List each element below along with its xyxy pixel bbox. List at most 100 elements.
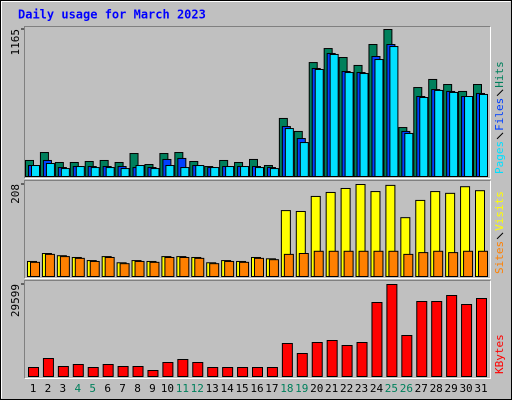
bar	[194, 257, 205, 278]
bar	[134, 260, 145, 278]
bar	[296, 352, 308, 378]
bar	[374, 59, 384, 178]
bar	[72, 363, 84, 377]
bar	[314, 68, 324, 177]
x-tick-label: 16	[250, 382, 263, 395]
panel-bevel	[24, 26, 491, 179]
bar	[344, 72, 354, 177]
legend-separator	[496, 89, 504, 97]
bar	[373, 250, 384, 278]
x-tick-label: 26	[400, 382, 413, 395]
bar	[326, 340, 338, 377]
y-tick-label: 208	[9, 184, 22, 204]
x-tick-label: 23	[355, 382, 368, 395]
bar	[28, 366, 39, 378]
bar	[180, 167, 190, 177]
bar	[371, 301, 383, 377]
bar	[449, 91, 459, 177]
bar	[269, 168, 279, 177]
bar	[177, 359, 189, 378]
bar	[448, 252, 459, 278]
x-tick-label: 22	[340, 382, 353, 395]
bar	[419, 97, 429, 177]
bar	[149, 261, 160, 278]
bar	[60, 168, 70, 177]
bar	[252, 366, 263, 378]
x-tick-label: 11	[176, 382, 189, 395]
x-tick-label: 20	[310, 382, 323, 395]
bar	[299, 142, 309, 177]
bar	[239, 261, 250, 278]
legend-label: Pages	[493, 141, 506, 174]
panel-bevel	[24, 280, 491, 379]
x-tick-label: 21	[325, 382, 338, 395]
x-tick-label: 3	[60, 382, 67, 395]
bar	[150, 168, 160, 177]
x-tick-label: 9	[149, 382, 156, 395]
bar	[356, 341, 368, 378]
bar	[237, 366, 249, 378]
x-tick-label: 6	[104, 382, 111, 395]
x-tick-label: 5	[89, 382, 96, 395]
bar	[75, 166, 85, 177]
bar	[284, 128, 294, 177]
x-tick-label: 29	[445, 382, 458, 395]
bar	[30, 261, 40, 278]
bar	[341, 344, 353, 378]
bar	[57, 366, 69, 378]
bar	[268, 259, 279, 278]
bar	[240, 166, 250, 177]
bar	[225, 166, 235, 177]
bar	[431, 300, 443, 377]
bar	[281, 343, 293, 377]
legend-label: Visits	[493, 191, 506, 231]
bar	[403, 253, 414, 277]
bar	[255, 167, 264, 177]
bar	[45, 163, 55, 177]
bar	[210, 167, 220, 177]
bar	[117, 366, 129, 378]
x-tick-label: 19	[295, 382, 308, 395]
bar	[461, 303, 473, 377]
legend-label: KBytes	[493, 334, 506, 374]
bar	[266, 366, 278, 378]
bar	[446, 294, 458, 377]
y-tick-label: 1165	[9, 29, 22, 56]
bar	[164, 256, 175, 278]
bar	[147, 370, 159, 378]
bar	[329, 53, 339, 178]
bar	[192, 362, 204, 378]
legend-label: Files	[493, 98, 506, 131]
bar	[104, 256, 115, 278]
bar	[478, 250, 488, 278]
bar	[313, 250, 324, 278]
x-tick-label: 2	[45, 382, 52, 395]
bar	[254, 257, 264, 278]
bar	[298, 253, 309, 277]
bar	[59, 256, 70, 278]
bar	[464, 96, 474, 177]
bar	[207, 366, 219, 378]
bar	[479, 93, 488, 177]
y-tick-label: 29599	[9, 284, 22, 317]
bar	[418, 252, 429, 278]
bar	[209, 263, 220, 277]
bar	[89, 260, 100, 278]
x-tick-label: 17	[265, 382, 278, 395]
bar	[224, 260, 235, 278]
bar	[102, 363, 114, 377]
x-tick-label: 18	[280, 382, 293, 395]
legend-separator	[496, 132, 504, 140]
bar	[119, 263, 130, 277]
bar	[222, 366, 234, 378]
bar	[388, 250, 399, 278]
x-tick-label: 12	[191, 382, 204, 395]
bar	[120, 168, 130, 177]
bar	[90, 167, 100, 177]
x-tick-label: 8	[134, 382, 141, 395]
bar	[358, 250, 369, 278]
x-tick-label: 28	[430, 382, 443, 395]
legend-separator	[496, 232, 504, 240]
bar	[328, 250, 339, 278]
